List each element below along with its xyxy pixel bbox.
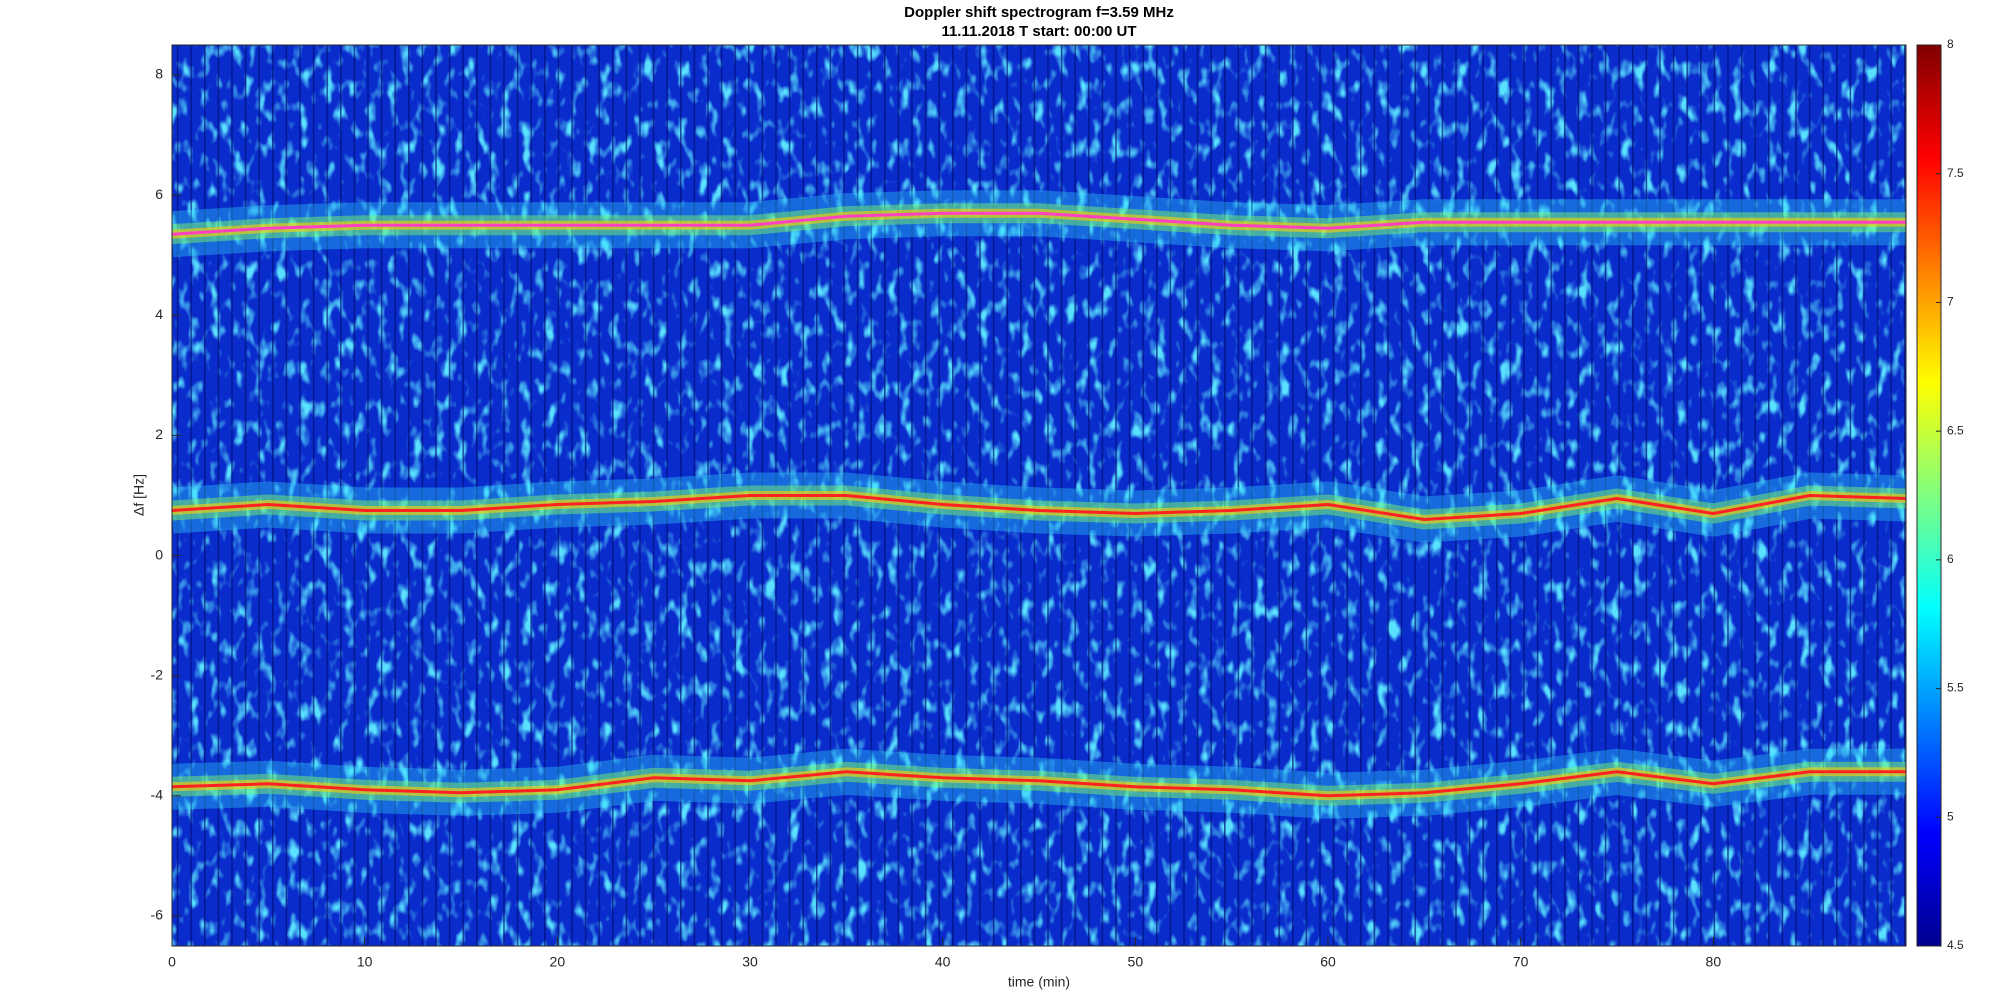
- traces: [172, 190, 1906, 819]
- y-tick-label: 8: [155, 66, 163, 82]
- plot-frame: [171, 44, 1907, 947]
- y-tick-label: 0: [155, 546, 163, 562]
- y-tick-label: -6: [151, 907, 164, 923]
- x-tick-label: 20: [550, 954, 566, 970]
- x-axis-label: time (min): [1008, 974, 1070, 990]
- x-tick-label: 10: [357, 954, 373, 970]
- y-tick-label: -2: [151, 666, 164, 682]
- chart-title: Doppler shift spectrogram f=3.59 MHz: [904, 4, 1174, 21]
- colorbar-tick-label: 8: [1947, 37, 1954, 51]
- x-tick-label: 30: [742, 954, 758, 970]
- colorbar-tick-label: 4.5: [1947, 938, 1964, 952]
- trace: [172, 770, 1906, 798]
- colorbar-tick-label: 6: [1947, 552, 1954, 566]
- x-tick-label: 80: [1706, 954, 1722, 970]
- colorbar-tick-label: 7: [1947, 295, 1954, 309]
- colorbar-tick-label: 5: [1947, 809, 1954, 823]
- y-axis-label: Δf [Hz]: [131, 474, 147, 516]
- x-tick-label: 40: [935, 954, 951, 970]
- trace: [172, 494, 1906, 521]
- x-tick-label: 0: [168, 954, 176, 970]
- colorbar: [1916, 44, 1942, 947]
- y-tick-label: 2: [155, 426, 163, 442]
- y-tick-label: -4: [151, 787, 164, 803]
- y-tick-label: 6: [155, 186, 163, 202]
- colorbar-tick-label: 5.5: [1947, 681, 1964, 695]
- x-tick-label: 60: [1320, 954, 1336, 970]
- y-tick-label: 4: [155, 306, 163, 322]
- colorbar-tick-label: 7.5: [1947, 166, 1964, 180]
- x-tick-label: 50: [1128, 954, 1144, 970]
- chart-subtitle: 11.11.2018 T start: 00:00 UT: [941, 23, 1136, 40]
- trace: [172, 211, 1906, 236]
- x-tick-label: 70: [1513, 954, 1529, 970]
- colorbar-tick-label: 6.5: [1947, 423, 1964, 437]
